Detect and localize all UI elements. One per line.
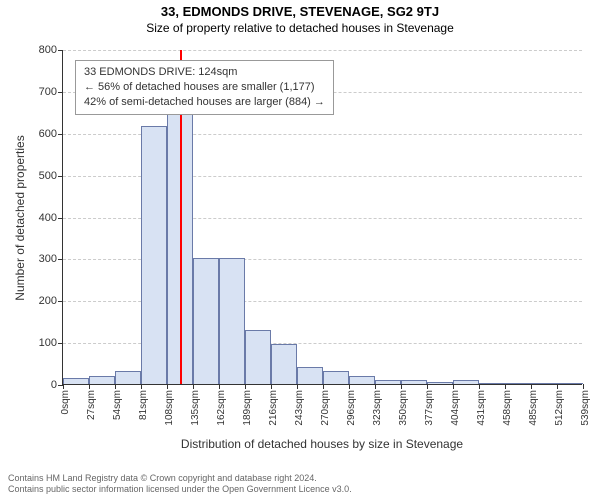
xtick-mark	[557, 384, 558, 389]
xtick-mark	[167, 384, 168, 389]
xtick-label: 323sqm	[372, 390, 383, 426]
histogram-bar	[401, 380, 427, 384]
xtick-mark	[271, 384, 272, 389]
xtick-label: 27sqm	[86, 390, 97, 420]
histogram-bar	[141, 126, 167, 384]
histogram-bar	[63, 378, 89, 384]
annotation-line: ← 56% of detached houses are smaller (1,…	[84, 80, 325, 95]
xtick-label: 162sqm	[216, 390, 227, 426]
xtick-mark	[505, 384, 506, 389]
histogram-bar	[505, 383, 531, 384]
xtick-mark	[245, 384, 246, 389]
xtick-label: 81sqm	[138, 390, 149, 420]
ytick-label: 300	[39, 253, 63, 265]
histogram-bar	[219, 258, 245, 384]
xtick-mark	[375, 384, 376, 389]
ytick-label: 400	[39, 212, 63, 224]
xtick-mark	[297, 384, 298, 389]
xtick-label: 189sqm	[242, 390, 253, 426]
xtick-label: 243sqm	[294, 390, 305, 426]
gridline	[63, 50, 582, 51]
footer-line: Contains HM Land Registry data © Crown c…	[8, 473, 352, 485]
histogram-bar	[245, 330, 271, 384]
xtick-label: 458sqm	[502, 390, 513, 426]
annotation-line: 42% of semi-detached houses are larger (…	[84, 95, 325, 110]
ytick-label: 700	[39, 86, 63, 98]
xtick-label: 296sqm	[346, 390, 357, 426]
xtick-label: 539sqm	[580, 390, 591, 426]
xtick-mark	[115, 384, 116, 389]
histogram-bar	[453, 380, 479, 384]
ytick-label: 800	[39, 44, 63, 56]
xtick-mark	[141, 384, 142, 389]
page-title: 33, EDMONDS DRIVE, STEVENAGE, SG2 9TJ	[0, 0, 600, 19]
histogram-bar	[115, 371, 141, 384]
histogram-bar	[89, 376, 115, 384]
xtick-label: 135sqm	[190, 390, 201, 426]
histogram-bar	[271, 344, 297, 384]
xtick-mark	[89, 384, 90, 389]
ytick-label: 500	[39, 170, 63, 182]
x-axis-label: Distribution of detached houses by size …	[181, 437, 463, 451]
xtick-label: 270sqm	[320, 390, 331, 426]
xtick-mark	[219, 384, 220, 389]
xtick-label: 431sqm	[476, 390, 487, 426]
annotation-box: 33 EDMONDS DRIVE: 124sqm ← 56% of detach…	[75, 60, 334, 115]
page-subtitle: Size of property relative to detached ho…	[0, 19, 600, 35]
xtick-mark	[531, 384, 532, 389]
histogram-bar	[427, 382, 453, 384]
xtick-label: 108sqm	[164, 390, 175, 426]
ytick-label: 200	[39, 295, 63, 307]
xtick-mark	[401, 384, 402, 389]
ytick-label: 100	[39, 337, 63, 349]
histogram-bar	[323, 371, 349, 384]
y-axis-label: Number of detached properties	[13, 135, 27, 300]
histogram-bar	[349, 376, 375, 384]
xtick-mark	[479, 384, 480, 389]
xtick-mark	[349, 384, 350, 389]
ytick-label: 600	[39, 128, 63, 140]
xtick-label: 54sqm	[112, 390, 123, 420]
histogram-bar	[193, 258, 219, 384]
histogram-bar	[479, 383, 505, 384]
xtick-mark	[453, 384, 454, 389]
histogram-bar	[375, 380, 401, 384]
annotation-line: 33 EDMONDS DRIVE: 124sqm	[84, 65, 325, 80]
xtick-mark	[63, 384, 64, 389]
histogram-bar	[531, 383, 557, 384]
xtick-mark	[427, 384, 428, 389]
xtick-mark	[193, 384, 194, 389]
histogram-bar	[557, 383, 583, 384]
xtick-label: 404sqm	[450, 390, 461, 426]
footer-attribution: Contains HM Land Registry data © Crown c…	[8, 473, 352, 496]
footer-line: Contains public sector information licen…	[8, 484, 352, 496]
xtick-label: 216sqm	[268, 390, 279, 426]
xtick-mark	[583, 384, 584, 389]
xtick-label: 350sqm	[398, 390, 409, 426]
xtick-mark	[323, 384, 324, 389]
histogram-bar	[297, 367, 323, 384]
xtick-label: 377sqm	[424, 390, 435, 426]
xtick-label: 485sqm	[528, 390, 539, 426]
xtick-label: 0sqm	[60, 390, 71, 414]
xtick-label: 512sqm	[554, 390, 565, 426]
